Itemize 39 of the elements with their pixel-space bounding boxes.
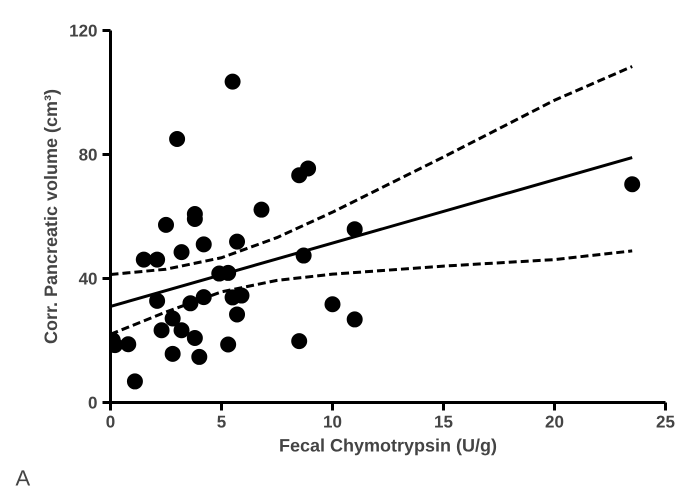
point xyxy=(169,131,186,147)
point xyxy=(149,252,166,268)
text: A xyxy=(16,466,30,490)
point xyxy=(158,216,174,233)
y-tick-label: 0 xyxy=(88,394,98,412)
x-tick-label: 10 xyxy=(323,412,342,432)
y-tick-label: 40 xyxy=(78,270,98,288)
x-axis-title: Fecal Chymotrypsin (U/g) xyxy=(278,436,498,456)
point xyxy=(174,322,190,338)
point xyxy=(191,348,208,365)
point xyxy=(229,234,246,250)
point xyxy=(224,74,241,90)
y-axis-title: Corr. Pancreatic volume (cm³) xyxy=(41,88,62,344)
y-tick-label: 80 xyxy=(78,146,98,164)
point xyxy=(346,311,363,328)
point xyxy=(253,202,270,218)
point xyxy=(229,306,246,322)
point xyxy=(624,176,640,192)
point xyxy=(220,336,236,353)
point xyxy=(120,336,136,352)
y-tick-label: 120 xyxy=(69,22,98,40)
point xyxy=(164,346,181,362)
point xyxy=(164,310,181,326)
x-tick-label: 0 xyxy=(106,412,116,432)
point xyxy=(149,292,166,309)
point xyxy=(186,330,203,346)
point xyxy=(300,160,316,176)
x-tick-label: 25 xyxy=(656,412,675,432)
point xyxy=(291,333,308,350)
point xyxy=(324,296,340,312)
point xyxy=(136,252,152,268)
point xyxy=(154,322,170,338)
x-tick-label: 5 xyxy=(216,412,226,432)
point xyxy=(126,373,143,390)
point xyxy=(346,221,363,238)
point xyxy=(196,236,212,252)
x-tick-label: 20 xyxy=(545,412,564,432)
x-tick-label: 15 xyxy=(434,412,453,432)
point xyxy=(174,244,190,260)
